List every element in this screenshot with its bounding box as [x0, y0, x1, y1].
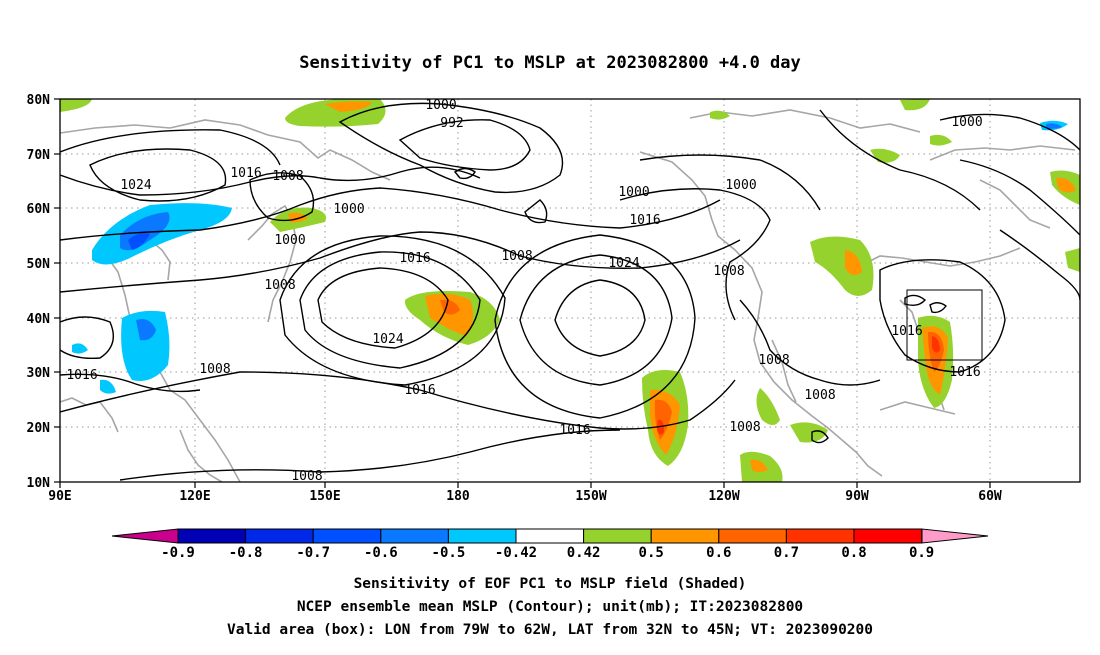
- contour-label: 1008: [729, 420, 760, 435]
- contour-label: 1024: [608, 256, 639, 271]
- contour-label: 1008: [264, 278, 295, 293]
- contour-label: 1016: [399, 251, 430, 266]
- lat-label: 50N: [27, 257, 51, 272]
- contour-label: 992: [440, 116, 463, 131]
- contour-label: 1000: [274, 233, 305, 248]
- colorbar-bin: [380, 528, 449, 544]
- contour-label: 1008: [272, 169, 303, 184]
- contour-label: 1008: [804, 388, 835, 403]
- caption-line-1: Sensitivity of EOF PC1 to MSLP field (Sh…: [354, 576, 747, 592]
- colorbar-tick-label: -0.42: [495, 545, 537, 561]
- colorbar-tick-label: -0.6: [364, 545, 398, 561]
- contour-label: 1008: [501, 249, 532, 264]
- map-grid: [60, 99, 1080, 482]
- colorbar-bin: [515, 528, 585, 544]
- contour-label: 1016: [66, 368, 97, 383]
- lat-label: 40N: [27, 312, 51, 327]
- lon-label: 90W: [845, 489, 869, 504]
- contour-label: 1008: [199, 362, 230, 377]
- valid-area-box: [906, 289, 983, 361]
- colorbar: -0.9 -0.8 -0.7 -0.6 -0.5 -0.42 0.42 0.5 0.6 0.7 0.…: [111, 528, 989, 561]
- lon-label: 120W: [708, 489, 739, 504]
- contour-labels: 1000 992 1024 1016 1008 1000 1000 1008 1…: [66, 98, 982, 484]
- colorbar-bin: [177, 528, 247, 544]
- contour-label: 1024: [120, 178, 151, 193]
- map-panel: 1000 992 1024 1016 1008 1000 1000 1008 1…: [27, 93, 1081, 504]
- colorbar-tick-label: -0.5: [432, 545, 466, 561]
- lat-label: 30N: [27, 366, 51, 381]
- lon-label: 60W: [978, 489, 1002, 504]
- lon-label: 120E: [179, 489, 210, 504]
- colorbar-tick-label: -0.8: [229, 545, 263, 561]
- colorbar-tick-label: 0.8: [841, 545, 866, 561]
- colorbar-bin: [312, 528, 382, 544]
- colorbar-tick-label: 0.5: [639, 545, 664, 561]
- lon-label: 90E: [48, 489, 71, 504]
- contour-label: 1016: [230, 166, 261, 181]
- contour-label: 1016: [629, 213, 660, 228]
- colorbar-bin: [718, 528, 787, 544]
- colorbar-right-arrow: [921, 528, 989, 544]
- contour-label: 1000: [951, 115, 982, 130]
- colorbar-bin: [650, 528, 720, 544]
- contour-label: 1008: [758, 353, 789, 368]
- contour-label: 1016: [559, 423, 590, 438]
- contour-label: 1000: [333, 202, 364, 217]
- caption-line-2: NCEP ensemble mean MSLP (Contour); unit(…: [297, 599, 803, 615]
- colorbar-tick-label: 0.9: [909, 545, 934, 561]
- contour-label: 1016: [404, 383, 435, 398]
- colorbar-tick-label: 0.6: [706, 545, 731, 561]
- sensitivity-shading: [60, 99, 1080, 482]
- figure-title: Sensitivity of PC1 to MSLP at 2023082800…: [299, 53, 801, 73]
- lat-label: 10N: [27, 476, 51, 491]
- lat-labels: 80N 70N 60N 50N 40N 30N 20N 10N: [27, 93, 51, 491]
- lat-label: 80N: [27, 93, 51, 108]
- lon-labels: 90E 120E 150E 180 150W 120W 90W 60W: [48, 489, 1002, 504]
- contour-label: 1024: [372, 332, 403, 347]
- mslp-contours: [60, 102, 1080, 481]
- contour-label: 1000: [725, 178, 756, 193]
- colorbar-tick-label: 0.42: [567, 545, 601, 561]
- colorbar-bin: [785, 528, 855, 544]
- lon-label: 150W: [575, 489, 606, 504]
- contour-label: 1016: [949, 365, 980, 380]
- colorbar-tick-label: 0.7: [774, 545, 799, 561]
- lon-label: 150E: [309, 489, 340, 504]
- colorbar-bin: [447, 528, 517, 544]
- caption-line-3: Valid area (box): LON from 79W to 62W, L…: [227, 622, 873, 638]
- colorbar-left-arrow: [111, 528, 179, 544]
- contour-label: 1000: [618, 185, 649, 200]
- caption: Sensitivity of EOF PC1 to MSLP field (Sh…: [227, 576, 873, 638]
- axis-ticks: [54, 98, 991, 488]
- colorbar-bin: [853, 528, 923, 544]
- contour-label: 1008: [713, 264, 744, 279]
- colorbar-bin: [245, 528, 314, 544]
- lat-label: 70N: [27, 148, 51, 163]
- contour-label: 1016: [891, 324, 922, 339]
- lat-label: 60N: [27, 202, 51, 217]
- contour-label: 1008: [291, 469, 322, 484]
- lon-label: 180: [446, 489, 470, 504]
- lat-label: 20N: [27, 421, 51, 436]
- contour-label: 1000: [425, 98, 456, 113]
- colorbar-bin: [583, 528, 652, 544]
- colorbar-tick-label: -0.9: [161, 545, 195, 561]
- map-frame: [59, 98, 1081, 483]
- colorbar-tick-label: -0.7: [296, 545, 330, 561]
